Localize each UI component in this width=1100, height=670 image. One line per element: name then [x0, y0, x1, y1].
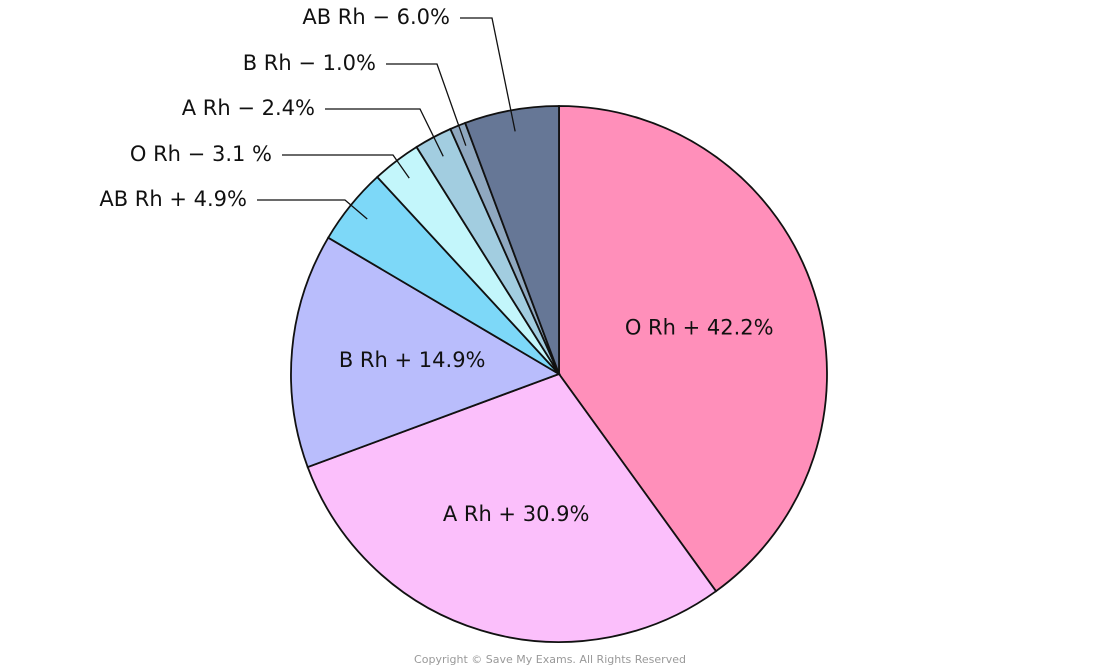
leader-line: [325, 108, 444, 157]
leader-line: [460, 17, 516, 132]
value-label: 4.9%: [194, 187, 247, 211]
slice-label: O Rh − 3.1 %: [130, 142, 272, 166]
value-label: 6.0%: [397, 5, 450, 29]
slice-label: A Rh + 30.9%: [443, 502, 590, 526]
category-label: B Rh +: [339, 348, 412, 372]
pie: [290, 105, 828, 643]
leader-line: [282, 154, 410, 179]
footer: Copyright © Save My Exams. All Rights Re…: [414, 653, 686, 666]
category-label: AB Rh −: [302, 5, 390, 29]
leader-line: [257, 199, 368, 220]
slice-label: A Rh − 2.4%: [182, 96, 315, 120]
value-label: 14.9%: [419, 348, 486, 372]
leader-line: [386, 63, 467, 146]
value-label: 3.1 %: [212, 142, 272, 166]
value-label: 2.4%: [262, 96, 315, 120]
slice-label: O Rh + 42.2%: [625, 316, 774, 340]
category-label: B Rh −: [243, 51, 316, 75]
value-label: 42.2%: [707, 316, 774, 340]
slice: [290, 236, 562, 469]
slice-label: AB Rh + 4.9%: [99, 187, 247, 211]
slice-label: B Rh + 14.9%: [339, 348, 486, 372]
slice-label: B Rh − 1.0%: [243, 51, 376, 75]
category-label: A Rh −: [182, 96, 255, 120]
category-label: A Rh +: [443, 502, 516, 526]
category-label: O Rh −: [130, 142, 205, 166]
category-label: AB Rh +: [99, 187, 187, 211]
category-label: O Rh +: [625, 316, 700, 340]
slice: [306, 372, 718, 643]
value-label: 1.0%: [323, 51, 376, 75]
slice-label: AB Rh − 6.0%: [302, 5, 450, 29]
labels: O Rh + 42.2% A Rh + 30.9% B Rh + 14.9% AB R…: [99, 5, 773, 526]
value-label: 30.9%: [523, 502, 590, 526]
slice: [558, 105, 828, 593]
